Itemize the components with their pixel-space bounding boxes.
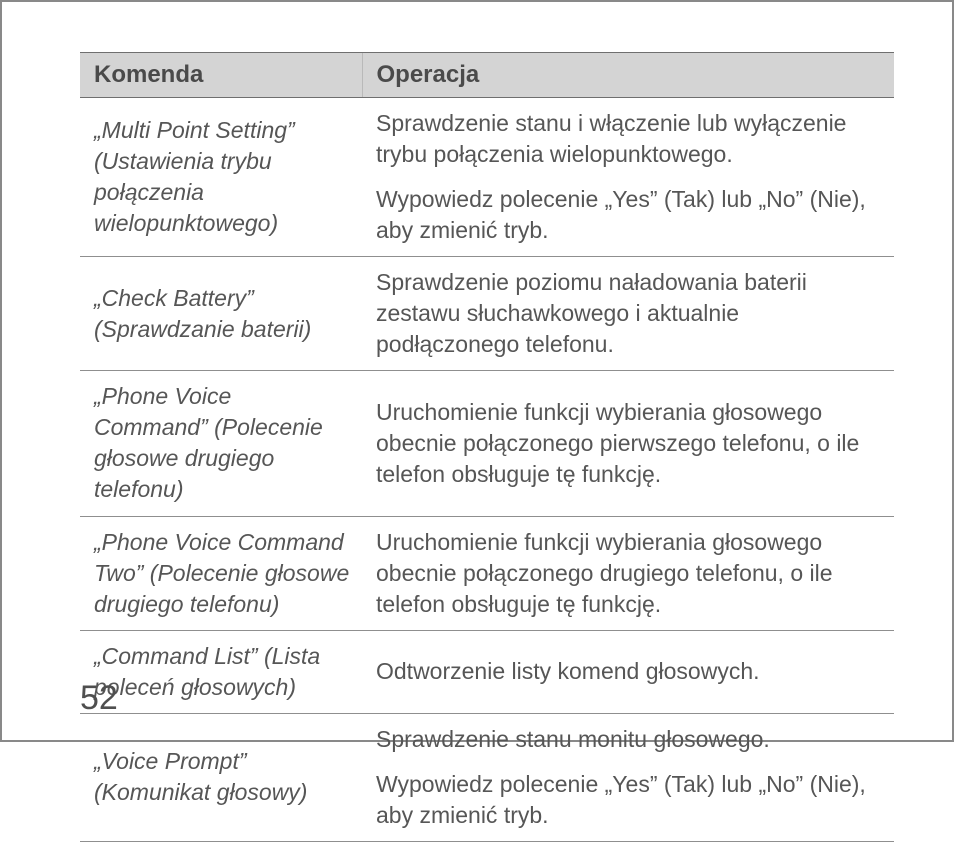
operation-text: Sprawdzenie stanu i włączenie lub wyłącz… [376,108,882,170]
operation-text: Wypowiedz polecenie „Yes” (Tak) lub „No”… [376,184,882,246]
command-cell: „Multi Point Setting” (Ustawienia trybu … [80,98,362,257]
operation-cell: Uruchomienie funkcji wybierania głosoweg… [362,516,894,630]
operation-cell: Sprawdzenie poziomu naładowania baterii … [362,257,894,371]
command-cell: „Voice Prompt” (Komunikat głosowy) [80,713,362,841]
table-row: „Check Battery” (Sprawdzanie baterii) Sp… [80,257,894,371]
page-number: 52 [80,679,118,718]
commands-table: Komenda Operacja „Multi Point Setting” (… [80,52,894,842]
operation-text: Sprawdzenie stanu monitu głosowego. [376,724,882,755]
table-row: „Command List” (Lista poleceń głosowych)… [80,630,894,713]
command-cell: „Phone Voice Command” (Polecenie głosowe… [80,371,362,516]
table-row: „Phone Voice Command Two” (Polecenie gło… [80,516,894,630]
operation-text: Odtworzenie listy komend głosowych. [376,656,882,687]
operation-text: Uruchomienie funkcji wybierania głosoweg… [376,397,882,490]
table-row: „Voice Prompt” (Komunikat głosowy) Spraw… [80,713,894,841]
operation-text: Uruchomienie funkcji wybierania głosoweg… [376,527,882,620]
table-row: „Phone Voice Command” (Polecenie głosowe… [80,371,894,516]
operation-cell: Uruchomienie funkcji wybierania głosoweg… [362,371,894,516]
command-cell: „Phone Voice Command Two” (Polecenie gło… [80,516,362,630]
table-header-row: Komenda Operacja [80,53,894,98]
operation-cell: Sprawdzenie stanu i włączenie lub wyłącz… [362,98,894,257]
header-command: Komenda [80,53,362,98]
operation-cell: Odtworzenie listy komend głosowych. [362,630,894,713]
table-row: „Multi Point Setting” (Ustawienia trybu … [80,98,894,257]
operation-text: Sprawdzenie poziomu naładowania baterii … [376,267,882,360]
manual-page: Komenda Operacja „Multi Point Setting” (… [0,0,954,742]
header-operation: Operacja [362,53,894,98]
command-cell: „Check Battery” (Sprawdzanie baterii) [80,257,362,371]
command-cell: „Command List” (Lista poleceń głosowych) [80,630,362,713]
operation-text: Wypowiedz polecenie „Yes” (Tak) lub „No”… [376,769,882,831]
operation-cell: Sprawdzenie stanu monitu głosowego. Wypo… [362,713,894,841]
